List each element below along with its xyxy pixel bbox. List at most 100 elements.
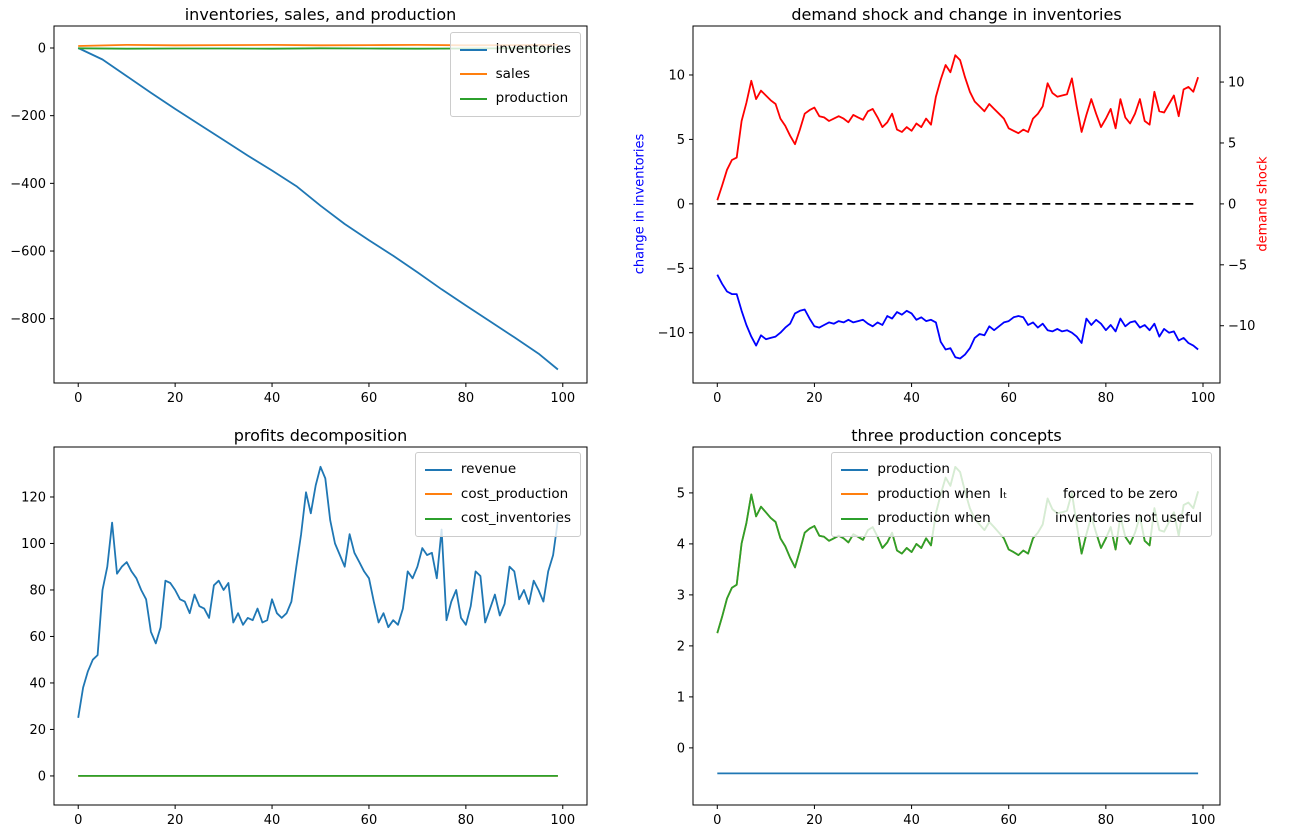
y-tick-label: 4 [677,537,685,552]
legend-line-swatch [459,48,487,51]
x-tick-label: 100 [550,391,575,406]
axes-frame [53,446,588,806]
legend-label: production [877,461,950,477]
series-line-revenue [77,465,559,718]
y-tick-label: 1 [677,690,685,705]
legend-item: cost_production [424,485,571,505]
y-tick-label: 5 [677,133,685,148]
series-line-inventories [77,47,559,371]
y-tick-label: 0 [38,769,46,784]
y-axis-label-demand-shock: demand shock [1255,156,1271,252]
x-tick-label: 0 [713,391,721,406]
x-tick-label: 20 [806,813,823,828]
x-tick-label: 60 [1000,391,1017,406]
x-tick-label: 80 [458,391,475,406]
x-tick-label: 40 [903,813,920,828]
x-tick-label: 0 [74,391,82,406]
y-tick-label: −200 [10,109,46,124]
x-tick-label: 100 [550,813,575,828]
y-tick-label: −10 [658,326,685,341]
y-tick-label: 0 [38,41,46,56]
y-tick-label: 60 [29,630,46,645]
legend-line-swatch [424,493,452,496]
x-tick-label: 40 [264,813,281,828]
legend-label: production when Iₜ forced to be zero [877,485,1178,502]
series-line-change-in-inventories [716,274,1199,360]
y-tick-label: 20 [29,723,46,738]
legend-profits-decomposition: revenue cost_production cost_inventories [414,452,581,537]
axes-frame [692,25,1221,384]
legend-label: inventories [495,41,571,57]
y-tick-label: 5 [677,486,685,501]
legend-line-swatch [459,73,487,76]
legend-item: production when inventories not useful [841,509,1202,529]
legend-inventories-sales-production: inventories sales production [449,32,581,117]
x-tick-label: 40 [264,391,281,406]
y-tick-label: −5 [666,262,685,277]
y-axis-label-change-in-inventories: change in inventories [632,133,648,275]
legend-item: production [459,89,571,109]
x-tick-label: 100 [1191,391,1216,406]
x-tick-label: 20 [806,391,823,406]
x-tick-label: 20 [167,813,184,828]
y-tick-right-label: 0 [1228,197,1236,212]
y-tick-right-label: 10 [1228,76,1245,91]
x-tick-label: 100 [1191,813,1216,828]
legend-item: sales [459,65,571,85]
subplot-2: 0 20 40 60 80 100 0 20 40 60 80 100 120 [21,446,588,828]
legend-item: revenue [424,460,571,480]
x-tick-label: 60 [1000,813,1017,828]
legend-label: sales [495,65,531,82]
x-tick-label: 80 [1098,813,1115,828]
y-tick-label: 120 [21,490,46,505]
series-line-demand-shock [716,54,1199,201]
y-tick-label: 10 [668,68,685,83]
chart-title-three-production-concepts: three production concepts [851,426,1062,445]
legend-line-swatch [841,468,869,471]
x-tick-label: 80 [458,813,475,828]
legend-item: production [841,460,1202,480]
y-tick-right-label: −10 [1228,319,1255,334]
y-tick-label: 40 [29,676,46,691]
y-tick-label: 100 [21,537,46,552]
legend-label: cost_production [460,485,569,502]
y-tick-label: 0 [677,741,685,756]
y-tick-label: −400 [10,177,46,192]
chart-title-demand-shock: demand shock and change in inventories [791,5,1122,24]
x-tick-label: 80 [1098,391,1115,406]
y-tick-label: 2 [677,639,685,654]
legend-item: cost_inventories [424,509,571,529]
legend-line-swatch [424,517,452,520]
chart-title-inventories-sales-production: inventories, sales, and production [184,5,457,24]
legend-label: cost_inventories [460,510,571,527]
axes-frame [53,25,588,384]
x-tick-label: 0 [74,813,82,828]
legend-three-production-concepts: production production when Iₜ forced to b… [831,452,1212,537]
legend-line-swatch [459,97,487,100]
subplot-1: 0 20 40 60 80 100 −10 −5 0 5 10 −10 −5 0 5 10 [658,25,1255,406]
y-tick-label: 3 [677,588,685,603]
y-tick-right-label: −5 [1228,258,1247,273]
y-tick-right-label: 5 [1228,136,1236,151]
y-tick-label: 0 [677,197,685,212]
axes-frame [692,446,1221,806]
legend-label: revenue [460,461,517,477]
x-tick-label: 40 [903,391,920,406]
legend-label: production [495,90,569,107]
legend-item: inventories [459,40,571,60]
y-tick-label: −800 [10,312,46,327]
x-tick-label: 0 [713,813,721,828]
x-tick-label: 20 [167,391,184,406]
x-tick-label: 60 [361,391,378,406]
legend-item: production when Iₜ forced to be zero [841,485,1202,505]
y-tick-label: 80 [29,583,46,598]
legend-line-swatch [424,468,452,471]
x-tick-label: 60 [361,813,378,828]
legend-label: production when inventories not useful [877,510,1202,527]
legend-line-swatch [841,493,869,496]
chart-title-profits-decomposition: profits decomposition [233,426,408,445]
subplot-0: 0 20 40 60 80 100 −800 −600 −400 −200 0 [10,25,588,406]
y-tick-label: −600 [10,245,46,260]
legend-line-swatch [841,517,869,520]
